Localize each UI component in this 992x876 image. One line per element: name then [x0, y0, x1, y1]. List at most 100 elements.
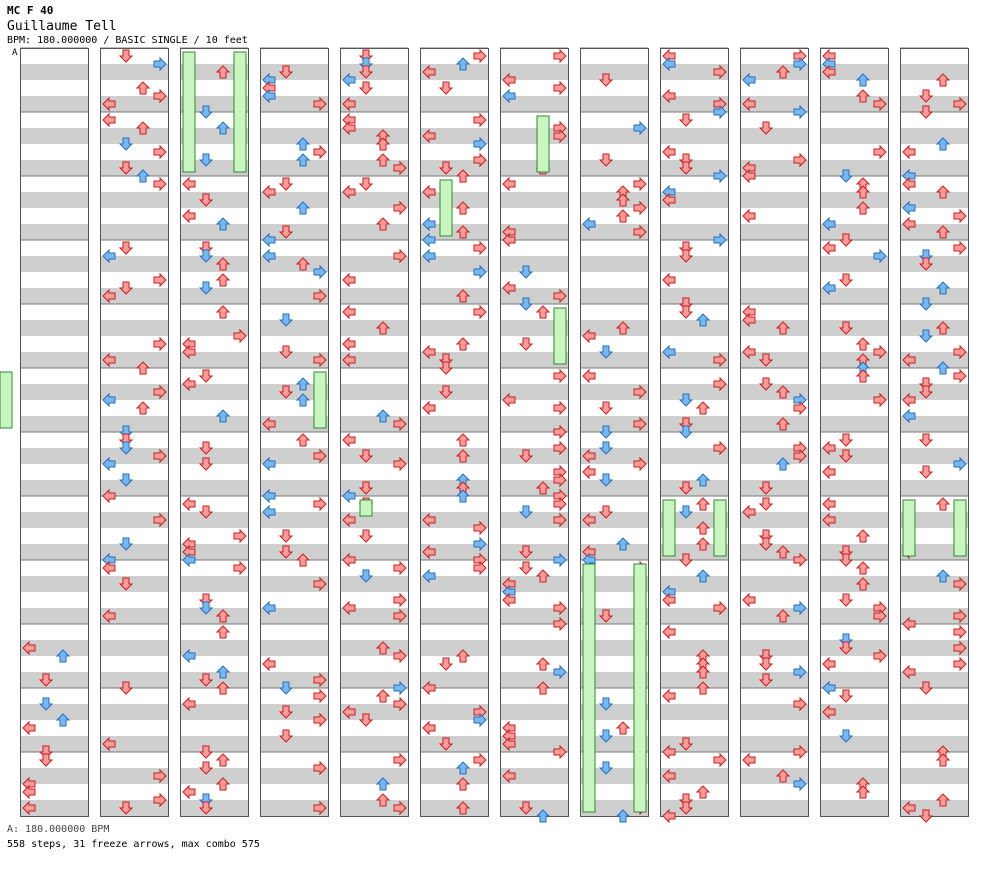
right-arrow	[953, 576, 967, 592]
right-arrow	[793, 696, 807, 712]
left-arrow	[742, 504, 756, 520]
up-arrow	[215, 681, 231, 695]
beat-stripe	[420, 640, 488, 656]
footer-bpm: A: 180.000000 BPM	[7, 824, 110, 835]
beat-stripe	[660, 768, 728, 784]
down-arrow	[518, 505, 534, 519]
beat-stripe	[900, 608, 968, 624]
down-arrow	[438, 81, 454, 95]
beat-stripe	[740, 512, 808, 528]
beat-stripe	[580, 480, 648, 496]
beat-stripe	[820, 64, 888, 80]
chart-info: BPM: 180.000000 / BASIC SINGLE / 10 feet	[7, 35, 248, 46]
left-arrow	[502, 176, 516, 192]
right-arrow	[153, 88, 167, 104]
left-arrow	[102, 248, 116, 264]
up-arrow	[935, 753, 951, 767]
left-arrow	[502, 768, 516, 784]
right-arrow	[553, 600, 567, 616]
beat-stripe	[820, 640, 888, 656]
down-arrow	[278, 313, 294, 327]
down-arrow	[278, 681, 294, 695]
beat-stripe	[740, 672, 808, 688]
right-arrow	[633, 416, 647, 432]
beat-stripe	[100, 672, 168, 688]
beat-stripe	[180, 288, 248, 304]
up-arrow	[375, 153, 391, 167]
beat-stripe	[180, 256, 248, 272]
beat-stripe	[500, 128, 568, 144]
down-arrow	[758, 497, 774, 511]
right-arrow	[393, 648, 407, 664]
left-arrow	[342, 432, 356, 448]
right-arrow	[313, 576, 327, 592]
down-arrow	[518, 297, 534, 311]
right-arrow	[953, 96, 967, 112]
up-arrow	[695, 473, 711, 487]
column-border	[740, 48, 809, 817]
left-arrow	[422, 400, 436, 416]
left-arrow	[182, 648, 196, 664]
up-arrow	[935, 497, 951, 511]
down-arrow	[118, 241, 134, 255]
up-arrow	[135, 81, 151, 95]
left-arrow	[662, 808, 676, 824]
bpm-marker: A	[12, 48, 18, 58]
right-arrow	[473, 240, 487, 256]
beat-stripe	[500, 320, 568, 336]
beat-stripe	[660, 640, 728, 656]
down-arrow	[118, 473, 134, 487]
beat-stripe	[100, 416, 168, 432]
right-arrow	[153, 792, 167, 808]
beat-stripe	[580, 128, 648, 144]
beat-stripe	[660, 576, 728, 592]
down-arrow	[278, 529, 294, 543]
up-arrow	[455, 449, 471, 463]
beat-stripe	[420, 704, 488, 720]
down-arrow	[518, 449, 534, 463]
beat-stripe	[420, 512, 488, 528]
beat-stripe	[100, 608, 168, 624]
left-arrow	[102, 288, 116, 304]
left-arrow	[902, 176, 916, 192]
down-arrow	[758, 353, 774, 367]
up-arrow	[535, 481, 551, 495]
down-arrow	[438, 737, 454, 751]
down-arrow	[678, 249, 694, 263]
left-arrow	[742, 96, 756, 112]
up-arrow	[295, 377, 311, 391]
left-arrow	[822, 240, 836, 256]
up-arrow	[695, 313, 711, 327]
down-arrow	[358, 65, 374, 79]
freeze-arrow	[953, 499, 967, 557]
beat-stripe	[420, 288, 488, 304]
down-arrow	[278, 177, 294, 191]
beat-stripe	[660, 160, 728, 176]
down-arrow	[918, 385, 934, 399]
up-arrow	[615, 321, 631, 335]
right-arrow	[473, 520, 487, 536]
beat-stripe	[420, 128, 488, 144]
left-arrow	[342, 352, 356, 368]
left-arrow	[902, 144, 916, 160]
up-arrow	[615, 193, 631, 207]
left-arrow	[262, 488, 276, 504]
beat-stripe	[340, 288, 408, 304]
up-arrow	[375, 137, 391, 151]
left-arrow	[342, 304, 356, 320]
right-arrow	[313, 288, 327, 304]
left-arrow	[582, 216, 596, 232]
left-arrow	[182, 376, 196, 392]
left-arrow	[742, 168, 756, 184]
right-arrow	[633, 456, 647, 472]
beat-stripe	[340, 736, 408, 752]
beat-stripe	[20, 224, 88, 240]
beat-stripe	[180, 384, 248, 400]
down-arrow	[278, 385, 294, 399]
down-arrow	[118, 537, 134, 551]
up-arrow	[535, 305, 551, 319]
beat-stripe	[260, 768, 328, 784]
right-arrow	[553, 664, 567, 680]
up-arrow	[375, 689, 391, 703]
beat-stripe	[820, 768, 888, 784]
